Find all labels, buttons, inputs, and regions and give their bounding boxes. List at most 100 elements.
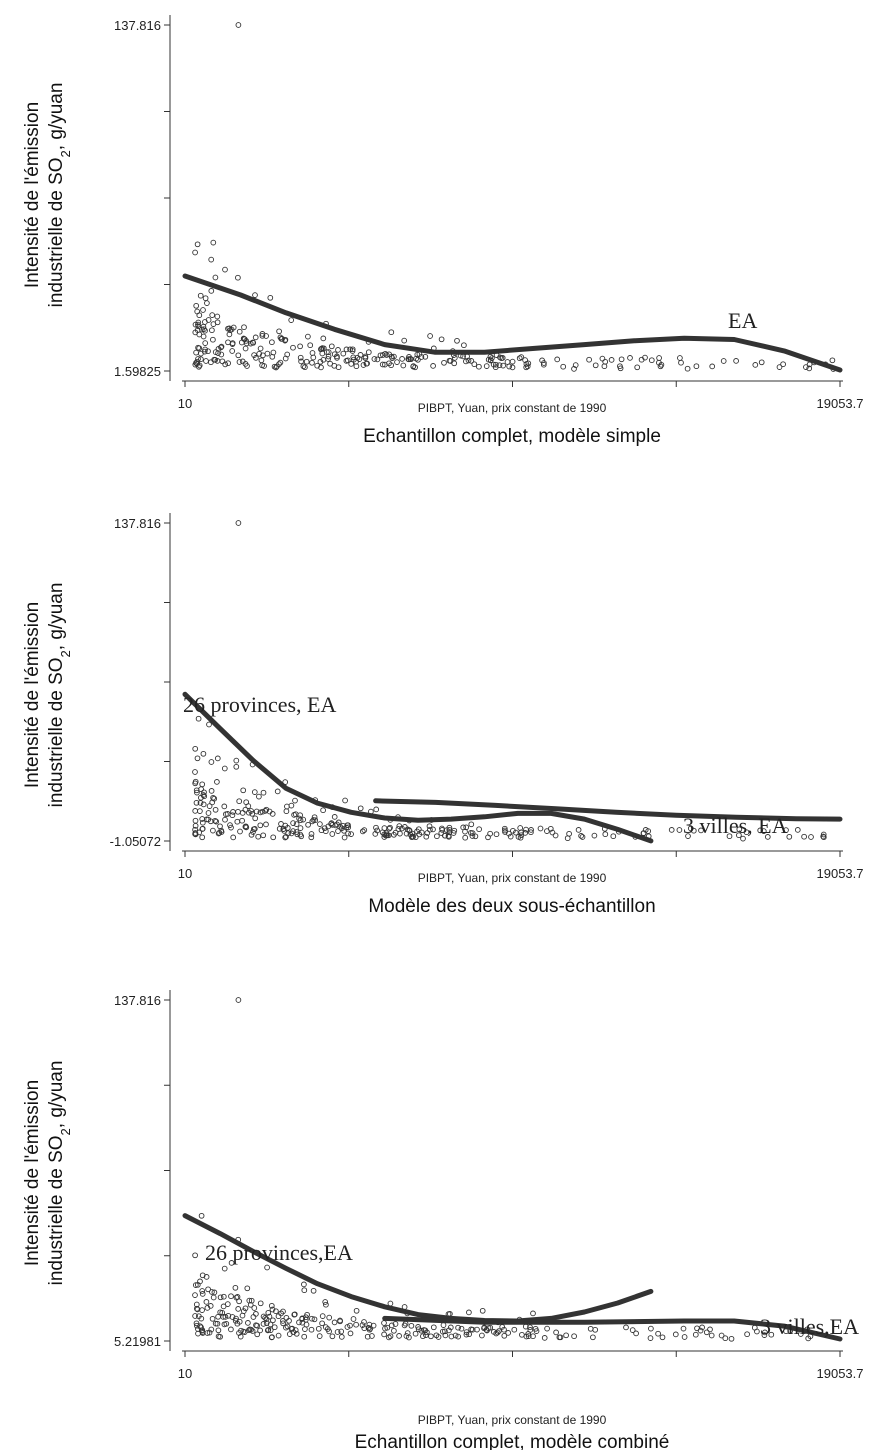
scatter-point [200,750,207,757]
scatter-point [248,831,255,838]
scatter-point [479,1332,485,1339]
scatter-point [415,1324,421,1330]
x-tick-label-right: 19053.7 [817,396,864,411]
scatter-point [465,357,472,364]
scatter-point [708,1332,715,1339]
y-axis-label-line2: industrielle de SO2, g/yuan [46,83,73,308]
scatter-point [206,721,212,728]
scatter-point [471,361,478,368]
scatter-point [353,363,360,370]
scatter-point [518,354,525,360]
scatter-point [192,1292,198,1298]
scatter-point [275,1332,282,1339]
scatter-point [487,353,494,360]
scatter-point [463,1331,470,1338]
scatter-point [413,355,420,362]
scatter-point [752,362,759,368]
scatter-point [722,1335,729,1342]
scatter-point [273,1308,279,1315]
scatter-point [493,361,499,368]
x-tick-label-right: 19053.7 [817,1366,864,1381]
scatter-point [210,1294,217,1301]
scatter-point [195,1313,202,1320]
scatter-point [241,324,247,331]
scatter-point [286,1317,292,1324]
scatter-point [267,1321,274,1328]
scatter-point [194,1281,201,1288]
scatter-point [261,363,267,369]
scatter-point [221,803,228,810]
scatter-point [210,827,216,834]
scatter-point [485,356,492,363]
scatter-point [192,1313,198,1319]
scatter-point [212,349,219,355]
scatter-point [362,355,369,361]
scatter-point [446,833,452,840]
scatter-point [266,808,273,815]
scatter-point [233,757,240,764]
scatter-point [254,1331,261,1338]
fitted-curve-2 [382,1315,843,1342]
scatter-point [300,816,307,823]
scatter-point [690,827,697,834]
scatter-point [510,827,516,834]
scatter-point [212,817,218,824]
scatter-point [468,358,475,364]
scatter-point [200,323,207,330]
scatter-point [240,1308,247,1314]
scatter-point [523,826,529,833]
scatter-point [259,808,266,815]
scatter-point [229,340,236,346]
scatter-point [455,1324,461,1331]
scatter-point [235,22,242,28]
scatter-point [250,826,257,833]
scatter-point [286,1331,293,1337]
scatter-point [522,830,529,836]
panel-subtitle: Echantillon complet, modèle combiné [355,1432,670,1450]
scatter-point [218,829,225,835]
scatter-point [602,358,609,365]
scatter-point [288,802,295,809]
scatter-point [309,350,316,356]
scatter-point [537,825,544,832]
scatter-point [236,798,243,805]
scatter-point [517,834,524,841]
scatter-point [252,815,259,822]
scatter-point [331,814,338,820]
scatter-point [512,829,519,836]
scatter-point [249,810,256,817]
scatter-point [195,715,202,722]
scatter-point [476,826,482,833]
scatter-point [227,822,233,828]
scatter-point [347,1322,353,1329]
scatter-point [522,357,528,363]
scatter-point [744,1331,750,1338]
scatter-point [528,829,534,836]
scatter-point [408,356,414,363]
scatter-point [566,830,572,837]
scatter-point [707,1326,713,1333]
scatter-point [338,1334,345,1340]
scatter-point [195,321,201,328]
y-axis-label-line1: Intensité de l'émission [22,102,43,288]
scatter-point [253,355,259,361]
scatter-point [382,832,389,839]
scatter-point [754,1328,760,1335]
scatter-point [303,358,310,365]
scatter-point [235,1306,242,1312]
scatter-point [617,363,623,370]
scatter-point [502,829,508,835]
scatter-point [350,1316,357,1322]
scatter-point [192,808,199,814]
scatter-point [761,1332,768,1338]
scatter-point [308,831,315,837]
scatter-point [233,763,240,770]
scatter-point [808,834,814,840]
scatter-point [786,833,793,840]
scatter-point [310,354,317,361]
scatter-point [590,1334,596,1341]
scatter-point [381,1320,387,1326]
scatter-point [424,830,431,836]
scatter-point [668,827,675,833]
scatter-point [458,1325,465,1332]
